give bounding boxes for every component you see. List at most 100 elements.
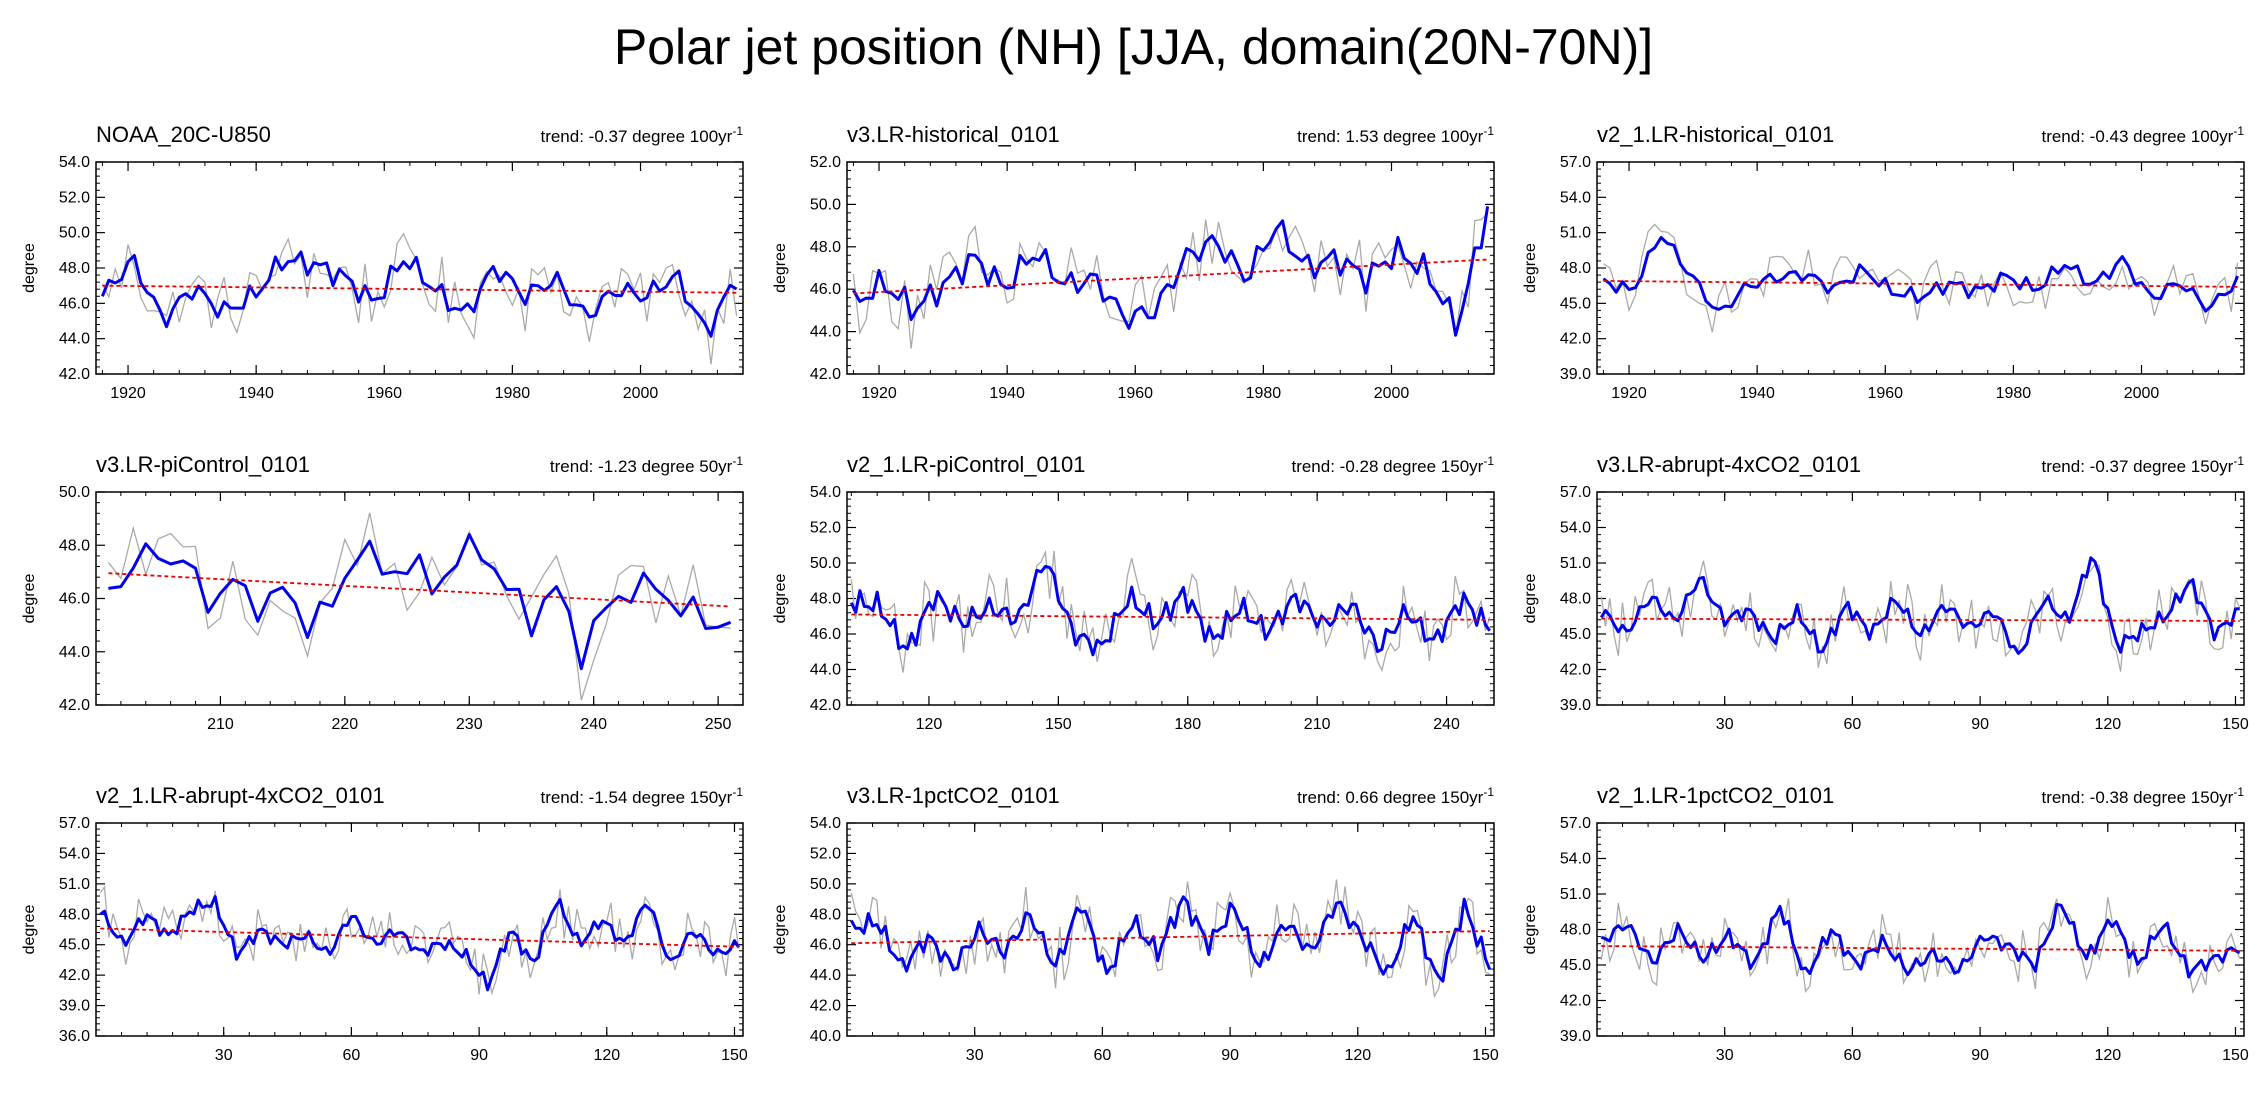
plot-frame [95, 822, 744, 1037]
x-tick-label: 120 [2094, 716, 2121, 733]
x-tick-label: 60 [1093, 1047, 1111, 1064]
y-tick-label: 39.0 [59, 998, 90, 1015]
y-axis-label: degree [772, 243, 789, 293]
trend-label: trend: -1.23 degree 50yr-1 [550, 454, 743, 476]
x-tick-label: 150 [2222, 716, 2249, 733]
trend-line [1601, 945, 2240, 952]
y-tick-label: 48.0 [810, 239, 841, 256]
y-axis-label: degree [772, 573, 789, 623]
x-tick-label: 1920 [1611, 385, 1647, 402]
x-tick-label: 2000 [1374, 385, 1410, 402]
y-tick-label: 54.0 [59, 845, 90, 862]
y-tick-label: 46.0 [810, 281, 841, 298]
y-tick-label: 42.0 [810, 998, 841, 1015]
panel-title: v3.LR-piControl_0101 [96, 452, 310, 477]
plot-frame [846, 822, 1495, 1037]
trend-line [1603, 280, 2238, 288]
y-tick-label: 48.0 [59, 906, 90, 923]
y-tick-label: 46.0 [59, 295, 90, 312]
x-tick-label: 60 [1843, 1047, 1861, 1064]
plot-frame [1596, 822, 2245, 1037]
x-tick-label: 1940 [1739, 385, 1775, 402]
x-tick-label: 90 [1221, 1047, 1239, 1064]
y-tick-label: 46.0 [59, 591, 90, 608]
x-tick-label: 1980 [495, 385, 531, 402]
y-tick-label: 51.0 [1560, 555, 1591, 572]
plot-frame [846, 491, 1495, 706]
x-tick-label: 210 [1304, 716, 1331, 733]
panel-8: v3.LR-1pctCO2_0101 trend: 0.66 degree 150… [772, 783, 1499, 1064]
x-tick-label: 1960 [366, 385, 402, 402]
y-tick-label: 52.0 [810, 154, 841, 171]
smoothed-series-line [849, 564, 1491, 657]
panel-title: v3.LR-historical_0101 [847, 122, 1060, 147]
y-tick-label: 48.0 [810, 906, 841, 923]
x-tick-label: 240 [1433, 716, 1460, 733]
x-tick-label: 250 [705, 716, 732, 733]
x-tick-label: 120 [2094, 1047, 2121, 1064]
y-tick-label: 52.0 [59, 189, 90, 206]
smoothed-series-line [108, 533, 732, 671]
x-tick-label: 120 [593, 1047, 620, 1064]
x-tick-label: 90 [470, 1047, 488, 1064]
y-tick-label: 57.0 [59, 815, 90, 832]
panel-title: v3.LR-abrupt-4xCO2_0101 [1597, 452, 1861, 477]
trend-label: trend: -0.37 degree 100yr-1 [540, 124, 743, 146]
y-tick-label: 45.0 [1560, 295, 1591, 312]
smoothed-series-line [1602, 236, 2239, 313]
y-tick-label: 57.0 [1560, 484, 1591, 501]
y-axis-label: degree [21, 904, 38, 954]
y-tick-label: 36.0 [59, 1028, 90, 1045]
y-tick-label: 46.0 [810, 937, 841, 954]
x-tick-label: 2000 [623, 385, 659, 402]
plot-frame [95, 491, 744, 706]
y-tick-label: 51.0 [1560, 225, 1591, 242]
panel-title: v2_1.LR-piControl_0101 [847, 452, 1086, 477]
trend-line [851, 930, 1490, 945]
panel-title: v2_1.LR-1pctCO2_0101 [1597, 783, 1834, 808]
x-tick-label: 210 [207, 716, 234, 733]
plot-frame [1596, 161, 2245, 375]
panel-title: v2_1.LR-abrupt-4xCO2_0101 [96, 783, 385, 808]
y-tick-label: 42.0 [59, 967, 90, 984]
panel-7: v2_1.LR-abrupt-4xCO2_0101 trend: -1.54 de… [21, 783, 748, 1064]
x-tick-label: 120 [916, 716, 943, 733]
smoothed-series-line [849, 895, 1492, 983]
trend-line [102, 284, 737, 294]
x-tick-label: 90 [1971, 716, 1989, 733]
y-tick-label: 52.0 [810, 520, 841, 537]
x-tick-label: 1940 [238, 385, 274, 402]
y-axis-label: degree [772, 904, 789, 954]
panel-2: v3.LR-historical_0101 trend: 1.53 degree … [772, 122, 1495, 402]
x-tick-label: 60 [1843, 716, 1861, 733]
y-tick-label: 45.0 [59, 937, 90, 954]
figure-title: Polar jet position (NH) [JJA, domain(20N… [613, 19, 1654, 75]
x-tick-label: 30 [1716, 716, 1734, 733]
x-tick-label: 1980 [1246, 385, 1282, 402]
y-tick-label: 54.0 [810, 484, 841, 501]
trend-line [851, 613, 1490, 621]
panel-title: v2_1.LR-historical_0101 [1597, 122, 1834, 147]
y-tick-label: 50.0 [810, 555, 841, 572]
trend-line [108, 572, 731, 608]
y-tick-label: 44.0 [810, 324, 841, 341]
y-tick-label: 44.0 [810, 662, 841, 679]
raw-series-line [1600, 560, 2241, 672]
y-axis-label: degree [21, 243, 38, 293]
smoothed-series-line [852, 206, 1490, 337]
y-tick-label: 44.0 [59, 644, 90, 661]
x-tick-label: 180 [1174, 716, 1201, 733]
y-tick-label: 42.0 [810, 366, 841, 383]
y-tick-label: 45.0 [1560, 957, 1591, 974]
y-tick-label: 48.0 [59, 537, 90, 554]
plot-frame [846, 161, 1495, 375]
x-tick-label: 1960 [1117, 385, 1153, 402]
y-tick-label: 42.0 [59, 697, 90, 714]
y-tick-label: 50.0 [810, 196, 841, 213]
trend-label: trend: -0.28 degree 150yr-1 [1291, 454, 1494, 476]
x-tick-label: 150 [721, 1047, 748, 1064]
trend-line [100, 927, 739, 948]
y-tick-label: 50.0 [810, 876, 841, 893]
y-tick-label: 42.0 [59, 366, 90, 383]
